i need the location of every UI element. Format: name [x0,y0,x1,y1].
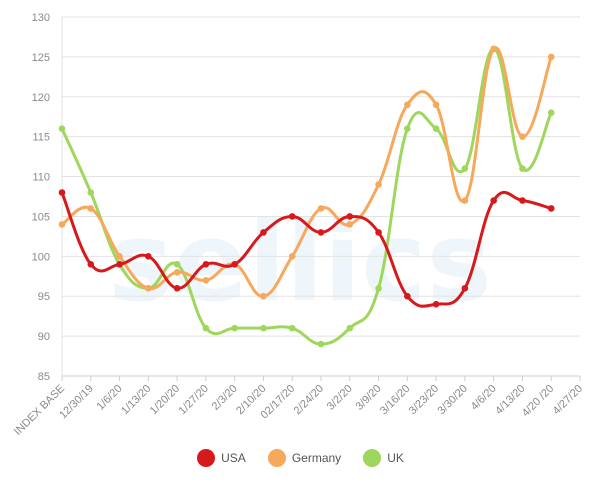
legend-item-germany[interactable]: Germany [267,449,342,467]
data-point-usa [260,229,267,236]
data-point-uk [87,189,95,196]
data-point-uk [404,125,411,132]
x-tick-label: 3/23/20 [407,383,441,417]
y-tick-label: 115 [32,132,50,144]
legend: USA Germany UK [0,449,601,467]
legend-item-uk[interactable]: UK [363,449,404,467]
data-point-germany [58,221,66,228]
data-point-germany [490,45,497,53]
data-point-germany [375,181,382,188]
data-point-germany [346,221,354,228]
legend-swatch [363,449,382,467]
legend-label: UK [387,451,404,465]
data-point-usa [375,229,382,236]
data-point-usa [202,261,210,268]
y-tick-label: 100 [32,251,50,263]
x-tick-label: 2/24/20 [292,383,326,417]
x-tick-label: 1/13/20 [119,383,153,417]
data-point-usa [404,292,411,300]
data-point-usa [461,284,469,292]
data-point-germany [260,292,267,300]
y-tick-label: 105 [32,211,50,223]
data-point-usa [58,189,66,196]
data-point-usa [288,213,296,220]
data-point-usa [116,261,123,268]
data-point-usa [145,253,152,260]
data-point-uk [461,165,469,172]
legend-label: Germany [291,451,342,465]
legend-swatch [267,449,286,467]
legend-item-usa[interactable]: USA [197,449,246,467]
legend-label: USA [221,451,246,465]
data-point-usa [173,284,181,292]
data-point-usa [231,261,238,268]
data-point-germany [87,205,95,212]
x-tick-label: 3/16/20 [378,383,412,417]
series-line-usa [60,190,553,308]
data-point-uk [231,324,238,332]
data-point-usa [547,205,555,212]
data-point-uk [519,165,526,172]
data-point-uk [432,125,440,132]
data-point-uk [375,284,382,292]
data-point-usa [317,229,325,236]
data-point-uk [58,125,66,132]
y-tick-label: 95 [38,291,50,303]
data-point-usa [87,261,95,268]
y-tick-label: 110 [32,172,50,184]
data-point-usa [490,197,497,204]
data-point-germany [461,197,469,204]
data-point-uk [317,340,325,348]
x-tick-label: 3/30/20 [436,383,470,417]
data-point-germany [547,53,555,61]
x-tick-label: 1/27/20 [177,383,211,417]
data-point-usa [346,213,354,220]
data-point-germany [202,276,210,284]
data-point-germany [288,253,296,260]
y-tick-label: 85 [38,371,50,383]
data-point-germany [173,268,181,276]
data-point-germany [145,284,152,292]
y-tick-label: 130 [32,12,50,24]
data-point-germany [432,101,440,109]
data-point-germany [317,205,325,212]
y-tick-label: 90 [38,331,50,343]
data-point-germany [519,133,526,140]
data-point-uk [173,261,181,268]
x-tick-label: 1/20/20 [148,383,182,417]
data-point-uk [346,324,354,332]
x-tick-label: 3/2/20 [325,383,355,413]
legend-swatch [197,449,216,467]
data-point-usa [432,300,440,308]
data-point-uk [547,109,555,117]
data-point-uk [260,324,267,332]
data-point-germany [116,253,123,260]
data-point-germany [404,101,411,109]
data-point-uk [202,324,210,332]
data-point-uk [288,324,296,332]
data-point-usa [519,197,526,204]
x-tick-label: 4/27/20 [551,383,585,417]
y-tick-label: 125 [32,52,50,64]
y-tick-label: 120 [32,92,50,104]
x-tick-label: 4/20 /20 [520,383,557,420]
